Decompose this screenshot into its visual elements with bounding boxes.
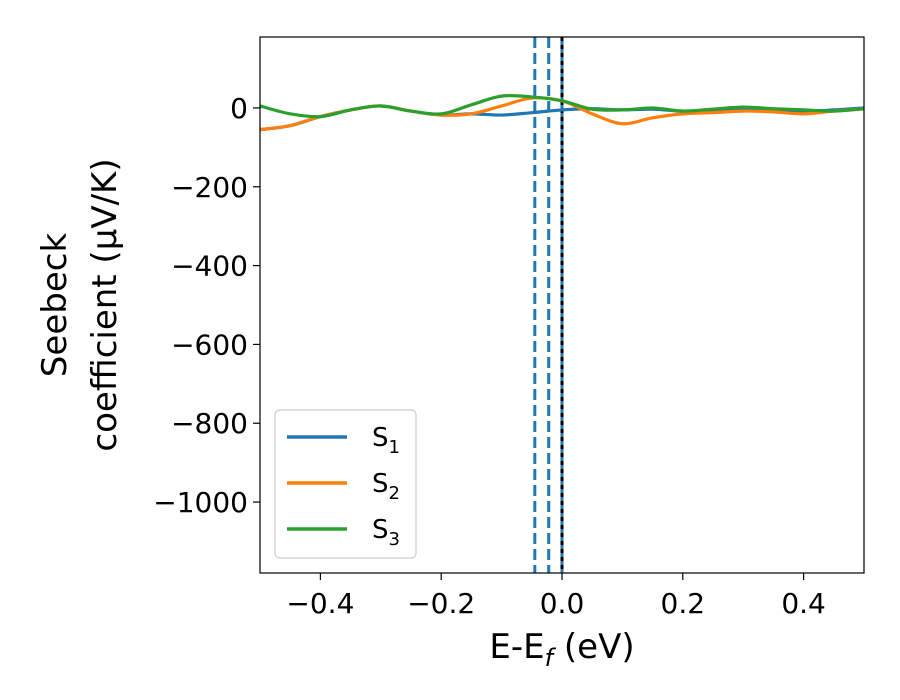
y-tick-label: −200 bbox=[171, 171, 248, 204]
y-tick-label: −800 bbox=[171, 407, 248, 440]
legend: S1 S2 S3 bbox=[274, 409, 417, 559]
y-tick-label: −400 bbox=[171, 250, 248, 283]
x-axis-label: E-Ef (eV) bbox=[489, 627, 634, 672]
y-tick-label: −600 bbox=[171, 328, 248, 361]
y-axis-label: Seebeck coefficient (μV/K) bbox=[35, 158, 125, 451]
x-tick-label: −0.2 bbox=[407, 587, 475, 620]
x-tick-label: 0.2 bbox=[661, 587, 706, 620]
x-tick-label: 0.0 bbox=[540, 587, 585, 620]
legend-label-s2: S2 bbox=[372, 469, 400, 504]
y-tick-label: 0 bbox=[230, 92, 248, 125]
x-tick-label: −0.4 bbox=[286, 587, 354, 620]
series-line-s3 bbox=[259, 93, 865, 119]
legend-label-s3: S3 bbox=[372, 515, 400, 550]
x-tick-label: 0.4 bbox=[781, 587, 826, 620]
reference-lines bbox=[533, 37, 564, 573]
y-tick-label: −1000 bbox=[153, 486, 248, 519]
x-axis-ticks: −0.4 −0.2 0.0 0.2 0.4 bbox=[286, 573, 826, 620]
legend-label-s1: S1 bbox=[372, 423, 400, 458]
series-lines bbox=[259, 93, 865, 132]
x-axis-label-main: E-E bbox=[489, 627, 544, 667]
x-axis-label-unit: (eV) bbox=[553, 627, 635, 667]
legend-items: S1 S2 S3 bbox=[287, 423, 400, 550]
y-axis-label-line2: coefficient (μV/K) bbox=[85, 158, 125, 451]
y-axis-ticks: 0 −200 −400 −600 −800 −1000 bbox=[153, 92, 260, 519]
y-axis-label-line1: Seebeck bbox=[35, 233, 75, 378]
